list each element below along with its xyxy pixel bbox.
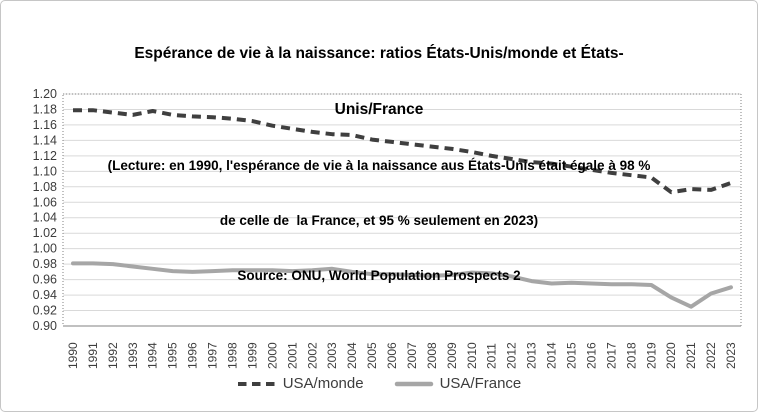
series-line-usa-france [71, 261, 733, 309]
x-tick-label: 2017 [604, 342, 618, 369]
x-tick-label: 1997 [206, 342, 220, 369]
y-tick-label: 1.04 [33, 211, 57, 225]
x-tick-label: 1990 [66, 342, 80, 369]
x-tick-label: 2009 [445, 342, 459, 369]
x-tick-label: 2010 [465, 342, 479, 369]
y-tick-label: 1.14 [33, 133, 57, 147]
legend-item-usa-monde: USA/monde [237, 375, 364, 392]
x-tick-label: 2023 [724, 342, 738, 369]
y-tick-label: 1.12 [33, 149, 57, 163]
x-tick-label: 2005 [365, 342, 379, 369]
x-tick-label: 1995 [166, 342, 180, 369]
y-tick-label: 1.00 [33, 242, 57, 256]
y-tick-label: 1.16 [33, 118, 57, 132]
x-tick-label: 2008 [425, 342, 439, 369]
x-tick-label: 2002 [305, 342, 319, 369]
x-tick-label: 2022 [704, 342, 718, 369]
x-tick-label: 2013 [525, 342, 539, 369]
x-tick-label: 2014 [545, 342, 559, 369]
x-tick-label: 1996 [186, 342, 200, 369]
x-tick-label: 2019 [644, 342, 658, 369]
y-tick-label: 1.18 [33, 102, 57, 116]
series-line-usa-monde [73, 108, 732, 195]
legend-label-usa-france: USA/France [439, 375, 522, 392]
legend-label-usa-monde: USA/monde [282, 375, 364, 392]
y-tick-label: 0.98 [33, 257, 57, 271]
y-tick-label: 1.08 [33, 180, 57, 194]
y-tick-label: 1.06 [33, 195, 57, 209]
x-tick-label: 2001 [285, 342, 299, 369]
x-tick-label: 2012 [505, 342, 519, 369]
x-tick-label: 2021 [684, 342, 698, 369]
plot-border [62, 93, 742, 327]
y-tick-label: 1.10 [33, 164, 57, 178]
legend-item-usa-france: USA/France [394, 375, 522, 392]
x-tick-label: 2015 [565, 342, 579, 369]
x-tick-label: 1991 [86, 342, 100, 369]
y-tick-label: 0.96 [33, 273, 57, 287]
x-tick-label: 1999 [245, 342, 259, 369]
y-tick-label: 0.92 [33, 304, 57, 318]
x-tick-label: 2007 [405, 342, 419, 369]
y-tick-label: 0.90 [33, 319, 57, 333]
x-tick-label: 2011 [485, 343, 499, 369]
y-tick-label: 1.02 [33, 226, 57, 240]
x-tick-label: 1998 [226, 342, 240, 369]
x-tick-label: 2016 [584, 342, 598, 369]
y-tick-label: 0.94 [33, 288, 57, 302]
x-tick-label: 2003 [325, 342, 339, 369]
x-tick-label: 1994 [146, 342, 160, 369]
x-tick-label: 1992 [106, 342, 120, 369]
x-tick-label: 2004 [345, 342, 359, 369]
x-tick-label: 1993 [126, 342, 140, 369]
legend: USA/monde USA/France [1, 375, 757, 392]
usa-france-solid-swatch [394, 381, 433, 386]
usa-monde-dashed-swatch [237, 381, 276, 386]
x-tick-label: 2000 [265, 342, 279, 369]
y-tick-label: 1.20 [33, 87, 57, 101]
x-tick-label: 2006 [385, 342, 399, 369]
x-tick-label: 2018 [624, 342, 638, 369]
x-tick-label: 2020 [664, 342, 678, 369]
